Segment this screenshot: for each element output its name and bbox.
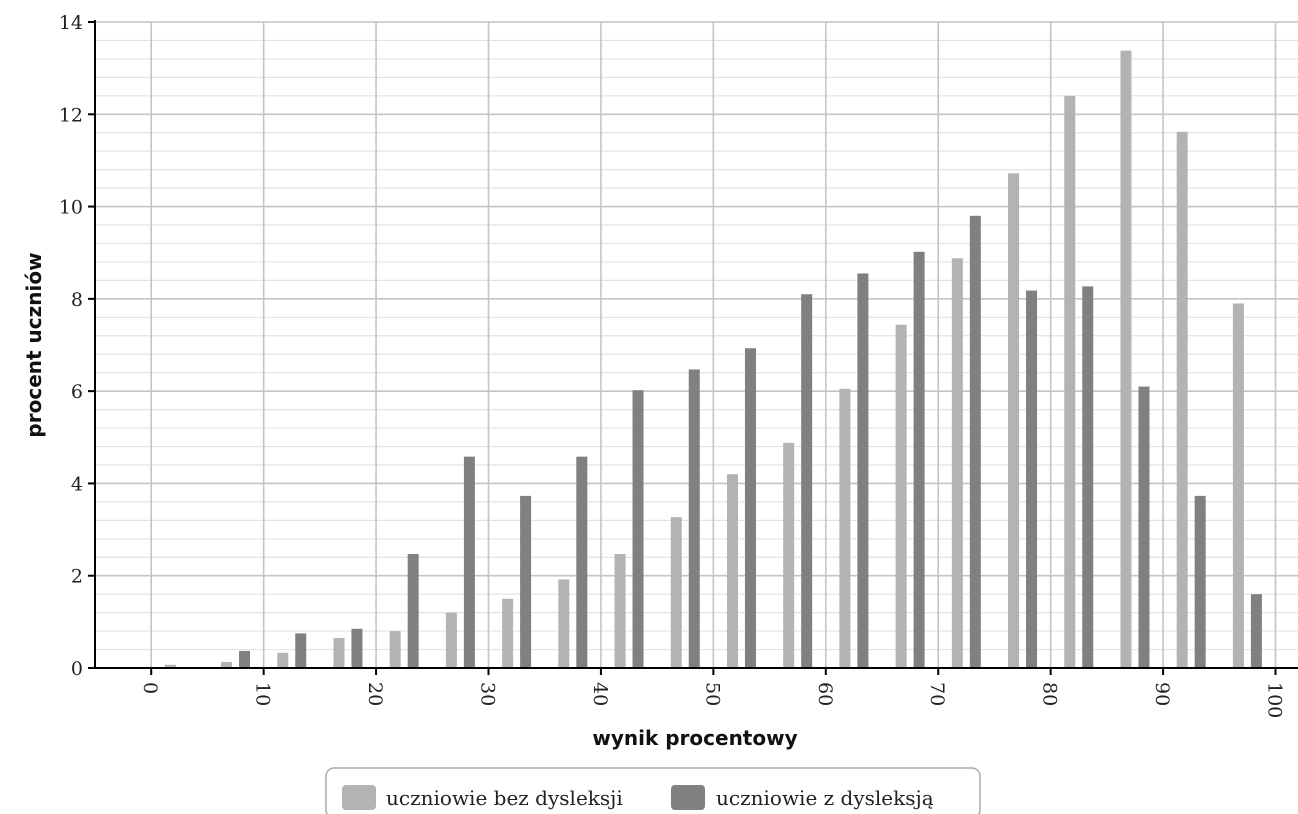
- bar-bez-dysleksji-45-50: [670, 517, 682, 668]
- bar-z-dysleksja-70-75: [969, 215, 981, 669]
- bar-z-dysleksja-40-45: [632, 390, 644, 668]
- bar-bez-dysleksji-40-45: [614, 554, 626, 668]
- bar-bez-dysleksji-90-95: [1176, 131, 1188, 668]
- bar-z-dysleksja-25-30: [463, 456, 475, 668]
- bar-z-dysleksja-15-20: [351, 628, 363, 668]
- legend-swatch-z-dysleksja: [671, 785, 705, 810]
- y-axis-title: procent uczniów: [22, 252, 46, 437]
- y-tick-label: 12: [59, 104, 83, 126]
- bar-z-dysleksja-35-40: [576, 456, 588, 668]
- y-tick-label: 4: [71, 473, 83, 495]
- bar-bez-dysleksji-5-10: [221, 662, 233, 668]
- bar-bez-dysleksji-60-65: [839, 388, 851, 668]
- bar-z-dysleksja-50-55: [744, 348, 756, 668]
- x-tick-label: 30: [477, 682, 499, 706]
- y-tick-label: 8: [71, 289, 83, 311]
- x-tick-label: 90: [1151, 682, 1173, 706]
- y-tick-label: 2: [71, 566, 83, 588]
- bar-bez-dysleksji-20-25: [389, 631, 401, 668]
- x-tick-label: 40: [589, 682, 611, 706]
- bar-bez-dysleksji-30-35: [502, 598, 514, 668]
- bar-bez-dysleksji-55-60: [783, 442, 795, 668]
- y-tick-label: 0: [71, 658, 83, 680]
- bars: [164, 50, 1262, 669]
- x-tick-label: 60: [814, 682, 836, 706]
- legend: uczniowie bez dysleksji uczniowie z dysl…: [325, 767, 981, 814]
- y-tick-label: 6: [71, 381, 83, 403]
- bar-z-dysleksja-10-15: [295, 633, 307, 668]
- legend-box: [325, 767, 981, 814]
- x-tick-label: 20: [364, 682, 386, 706]
- bar-bez-dysleksji-70-75: [951, 258, 963, 668]
- x-axis-title: wynik procentowy: [592, 726, 797, 750]
- x-tick-label: 70: [926, 682, 948, 706]
- bar-bez-dysleksji-15-20: [333, 638, 345, 668]
- bar-z-dysleksja-45-50: [688, 369, 700, 668]
- bar-z-dysleksja-85-90: [1138, 386, 1150, 668]
- x-tick-label: 50: [701, 682, 723, 706]
- bar-bez-dysleksji-50-55: [726, 474, 738, 668]
- bar-bez-dysleksji-35-40: [558, 579, 570, 668]
- tick-labels: 0 2 4 6 8 10 12 14 0 10 20 30 40 50 60 70 80 90 100: [59, 12, 1286, 718]
- bar-bez-dysleksji-95-100: [1232, 303, 1244, 668]
- bar-z-dysleksja-20-25: [407, 554, 419, 668]
- bar-z-dysleksja-90-95: [1194, 495, 1206, 668]
- bar-z-dysleksja-65-70: [913, 251, 925, 668]
- bar-bez-dysleksji-65-70: [895, 324, 907, 668]
- bar-bez-dysleksji-85-90: [1120, 50, 1132, 668]
- axes: [88, 20, 1298, 675]
- bar-bez-dysleksji-25-30: [445, 612, 457, 668]
- x-tick-label: 100: [1264, 682, 1286, 718]
- legend-label-z-dysleksja: uczniowie z dysleksją: [716, 786, 934, 810]
- x-tick-label: 0: [139, 682, 161, 694]
- bar-bez-dysleksji-10-15: [277, 652, 289, 668]
- legend-label-bez-dysleksji: uczniowie bez dysleksji: [386, 786, 623, 810]
- x-tick-label: 80: [1039, 682, 1061, 706]
- y-tick-label: 14: [59, 12, 83, 34]
- bar-z-dysleksja-30-35: [520, 495, 532, 668]
- bar-z-dysleksja-80-85: [1082, 286, 1094, 668]
- bar-bez-dysleksji-0-5: [164, 664, 176, 668]
- bar-z-dysleksja-60-65: [857, 273, 869, 668]
- bar-z-dysleksja-5-10: [239, 650, 251, 668]
- x-tick-label: 10: [252, 682, 274, 706]
- y-tick-label: 10: [59, 197, 83, 219]
- legend-swatch-bez-dysleksji: [342, 785, 376, 810]
- bar-z-dysleksja-55-60: [801, 294, 813, 668]
- bar-bez-dysleksji-75-80: [1008, 173, 1020, 668]
- bar-bez-dysleksji-80-85: [1064, 95, 1076, 669]
- bar-z-dysleksja-75-80: [1026, 290, 1038, 668]
- bar-z-dysleksja-95-100: [1250, 594, 1262, 668]
